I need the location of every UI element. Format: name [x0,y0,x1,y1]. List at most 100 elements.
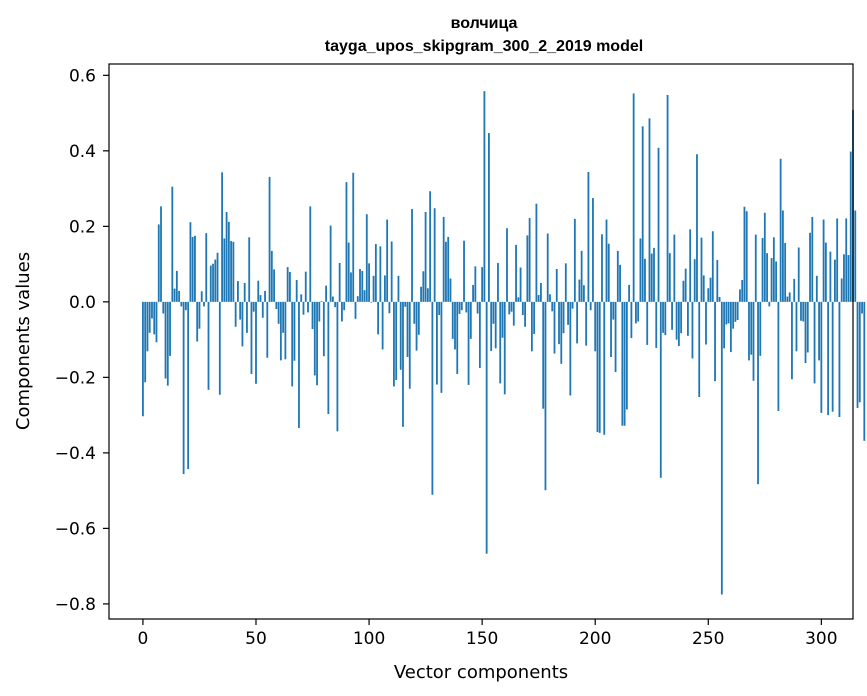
bar [662,301,664,333]
bar [200,291,203,302]
bar [612,301,615,320]
bar [270,250,273,302]
bar [485,301,488,554]
bar [804,301,807,364]
bar [664,301,667,336]
plot-frame [108,63,854,620]
bar [302,301,305,315]
bar [621,301,624,426]
bar [250,301,253,374]
bar [709,277,712,302]
bar [230,241,233,302]
bar [795,301,798,352]
bar [567,301,569,325]
bar [573,218,576,302]
bar [422,271,425,302]
bar [727,301,730,324]
bar [582,285,585,302]
bar [257,280,260,302]
bar [187,301,190,470]
bar [431,301,434,495]
bar [691,301,694,359]
bar [304,271,307,302]
bar [524,301,526,327]
bar [838,301,841,418]
x-axis-label: Vector components [394,662,568,683]
y-tick-label: −0.6 [55,519,96,539]
bar [171,186,174,302]
bar [752,301,755,381]
bar [829,251,832,302]
bar [537,295,540,302]
bar [483,91,486,302]
bar [408,301,411,389]
bar [558,301,560,345]
bar [824,242,827,302]
bar [687,301,689,336]
bar [802,301,805,322]
bar [858,301,861,403]
bar [820,301,823,413]
bar [343,301,346,311]
bar [845,218,848,302]
bar [569,301,572,396]
bar [761,238,764,302]
bar [707,288,710,302]
bar [157,224,160,302]
bar [148,301,151,333]
bar [377,301,380,335]
bar [528,218,531,302]
bar [492,301,495,324]
bar [234,301,237,327]
chart-title: волчица [451,15,518,32]
bar [363,290,366,302]
bar [666,94,669,302]
bar [811,216,814,302]
bar [718,296,721,302]
bar [768,301,771,307]
bar [411,208,413,302]
bar [390,241,393,302]
bar [822,219,825,302]
bar [549,294,551,302]
bar [320,301,323,302]
bar [374,244,377,302]
bar [469,301,472,339]
bar [813,301,816,384]
bar [420,286,422,302]
bar [619,264,621,302]
bar [232,241,235,302]
bar [440,301,443,393]
bar [501,301,504,338]
bar [289,272,291,302]
bar [142,301,144,417]
bar [286,267,289,302]
bar [560,301,563,364]
bar [849,151,852,302]
bar [544,301,547,491]
bar [705,301,707,345]
bar [169,301,171,356]
x-axis: 0 50 100 150 200 250 300 [138,619,838,649]
bar [863,301,866,441]
bar [702,275,705,302]
bar [497,262,499,302]
bar [610,301,612,357]
bar [191,236,194,302]
bar [454,301,456,350]
bar [209,265,212,302]
x-tick-label: 150 [466,629,498,649]
bar [318,301,321,322]
bar [166,301,169,386]
bar [781,210,784,302]
bar [800,301,802,321]
bar [759,301,762,356]
bar [279,301,282,361]
bar [680,301,683,334]
bar [519,267,522,302]
bar [284,301,287,360]
bar [402,301,404,427]
bar [379,246,382,302]
bar [243,282,246,302]
